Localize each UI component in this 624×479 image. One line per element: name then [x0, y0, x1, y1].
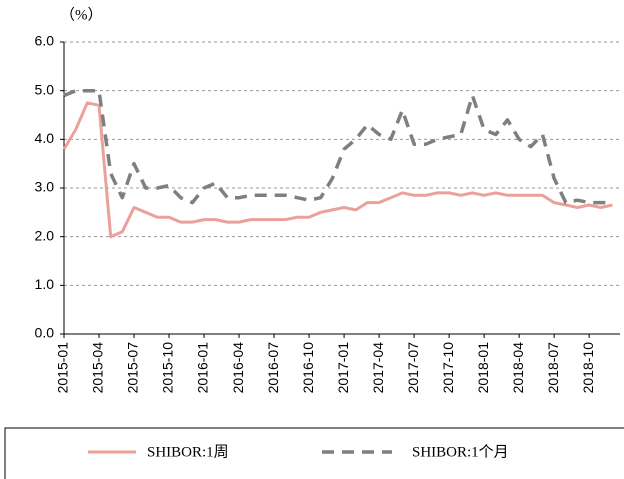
x-tick-label: 2018-04: [510, 342, 526, 394]
y-tick-label: 4.0: [35, 130, 55, 146]
y-tick-label: 1.0: [35, 276, 55, 292]
x-tick-label: 2017-04: [370, 342, 386, 394]
x-tick-label: 2015-04: [90, 342, 106, 394]
x-tick-label: 2018-07: [545, 342, 561, 394]
x-tick-label: 2017-07: [405, 342, 421, 394]
y-tick-label: 6.0: [35, 33, 55, 49]
y-tick-label: 2.0: [35, 227, 55, 243]
legend-label: SHIBOR:1周: [147, 443, 229, 460]
x-tick-label: 2016-01: [195, 342, 211, 394]
x-tick-label: 2016-10: [300, 342, 316, 394]
x-tick-label: 2015-01: [55, 342, 71, 394]
y-tick-label: 0.0: [35, 325, 55, 341]
x-tick-label: 2018-01: [475, 342, 491, 394]
y-axis-label: （%）: [60, 6, 103, 23]
y-tick-label: 3.0: [35, 179, 55, 195]
legend-label: SHIBOR:1个月: [412, 443, 509, 460]
x-tick-label: 2016-07: [265, 342, 281, 394]
x-tick-label: 2015-07: [125, 342, 141, 394]
x-tick-label: 2016-04: [230, 342, 246, 394]
x-tick-label: 2015-10: [160, 342, 176, 394]
x-tick-label: 2017-10: [440, 342, 456, 394]
y-tick-label: 5.0: [35, 81, 55, 97]
x-tick-label: 2017-01: [335, 342, 351, 394]
series-line: [62, 101, 613, 239]
series-line: [63, 88, 613, 205]
legend-box: [4, 427, 624, 479]
x-tick-label: 2018-10: [580, 342, 596, 394]
